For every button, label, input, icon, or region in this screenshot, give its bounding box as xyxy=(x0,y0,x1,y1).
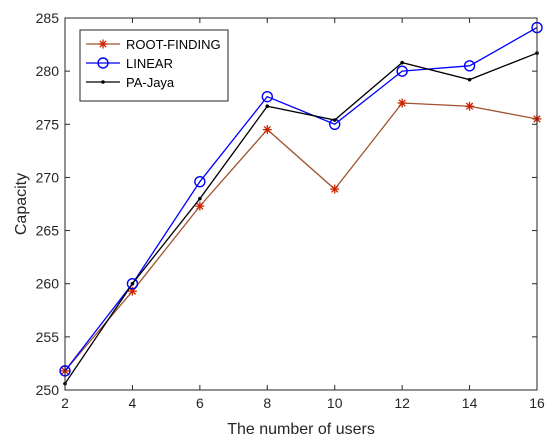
y-tick-label: 250 xyxy=(36,382,60,398)
legend-marker-root-finding-stroke xyxy=(99,40,107,48)
y-tick-label: 265 xyxy=(36,223,60,239)
data-point-linear xyxy=(194,175,206,188)
data-point-linear xyxy=(396,65,408,77)
legend-label-pa-jaya: PA-Jaya xyxy=(126,75,175,90)
y-tick-label: 275 xyxy=(36,116,60,132)
data-point-pa-jaya xyxy=(130,281,135,286)
data-point-root-finding xyxy=(330,184,340,194)
x-tick-label: 8 xyxy=(263,395,271,411)
x-axis: 2 4 6 8 10 12 14 16 xyxy=(61,18,545,411)
legend-marker-pa-jaya xyxy=(101,80,105,84)
data-point-root-finding-stroke xyxy=(398,99,406,107)
data-point-pa-jaya xyxy=(265,104,270,109)
x-tick-label: 12 xyxy=(394,395,410,411)
x-tick-label: 2 xyxy=(61,395,69,411)
data-point-pa-jaya xyxy=(467,77,472,82)
x-tick-label: 6 xyxy=(196,395,204,411)
series-line-pa-jaya xyxy=(64,52,538,384)
data-point-linear xyxy=(261,90,273,103)
x-tick-label: 10 xyxy=(327,395,343,411)
data-point-root-finding xyxy=(195,201,205,211)
y-axis: 250 255 260 265 270 275 280 285 xyxy=(36,10,537,398)
y-axis-label: Capacity xyxy=(13,173,30,235)
data-point-linear xyxy=(463,60,476,72)
legend-marker-root-finding xyxy=(98,39,108,49)
x-tick-label: 14 xyxy=(462,395,478,411)
plot-frame xyxy=(64,17,538,391)
data-point-pa-jaya xyxy=(400,60,404,65)
legend: ROOT-FINDING LINEAR PA-Jaya xyxy=(79,29,229,102)
y-tick-label: 270 xyxy=(36,169,60,185)
legend-label-root-finding: ROOT-FINDING xyxy=(126,37,221,52)
legend-label-linear: LINEAR xyxy=(126,56,173,71)
data-point-linear xyxy=(126,278,139,290)
data-point-pa-jaya xyxy=(332,118,337,122)
data-point-root-finding xyxy=(262,125,272,135)
series-line-linear xyxy=(64,27,538,372)
data-point-root-finding-stroke xyxy=(196,202,204,210)
y-tick-label: 260 xyxy=(36,276,60,292)
series-line-root-finding xyxy=(64,102,538,372)
data-point-root-finding-stroke xyxy=(263,125,271,134)
data-point-root-finding-stroke xyxy=(128,287,137,295)
x-tick-label: 16 xyxy=(529,395,545,411)
legend-marker-linear xyxy=(97,57,109,69)
data-point-root-finding xyxy=(465,101,475,111)
x-axis-label: The number of users xyxy=(227,421,375,438)
data-point-root-finding-stroke xyxy=(465,102,474,110)
data-point-root-finding-stroke xyxy=(331,185,339,193)
data-point-root-finding xyxy=(397,98,407,108)
data-point-pa-jaya xyxy=(198,196,202,201)
y-tick-label: 280 xyxy=(36,63,60,79)
y-tick-label: 285 xyxy=(36,10,60,26)
y-tick-label: 255 xyxy=(36,329,60,345)
x-tick-label: 4 xyxy=(129,395,137,411)
